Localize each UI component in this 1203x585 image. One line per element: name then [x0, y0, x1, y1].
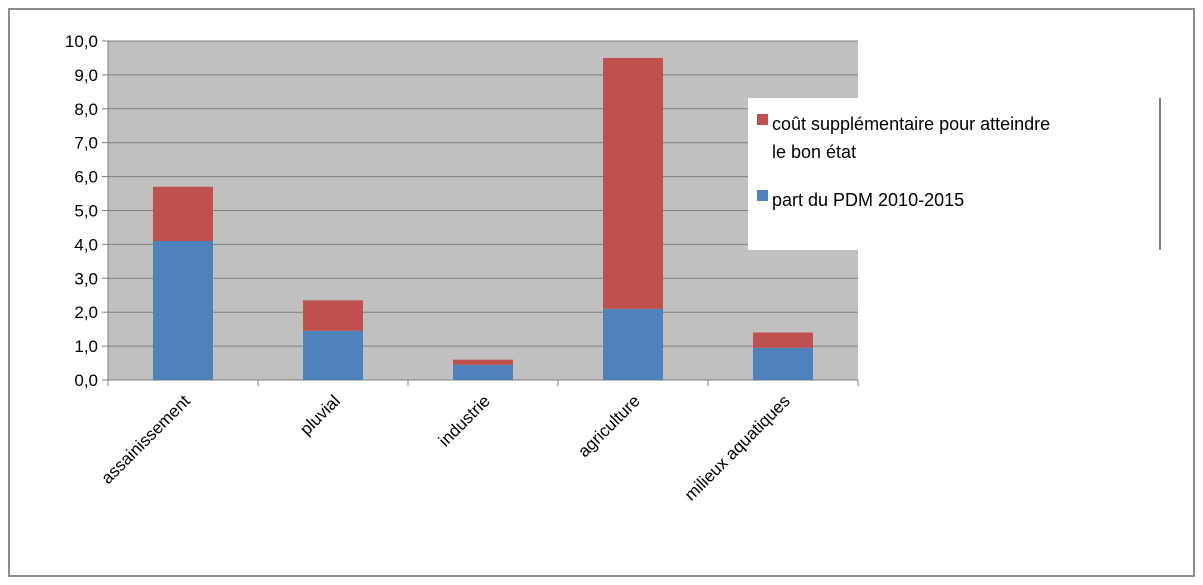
y-tick-label: 6,0 [74, 168, 98, 187]
x-category-label: agriculture [574, 391, 644, 461]
x-category-label: industrie [435, 391, 494, 450]
bar-pdm-1 [303, 330, 363, 380]
legend-box [748, 98, 1160, 250]
legend-label: coût supplémentaire pour atteindre [772, 114, 1050, 134]
bar-cout-1 [303, 300, 363, 331]
y-tick-label: 4,0 [74, 235, 98, 254]
bar-cout-2 [453, 359, 513, 365]
bar-pdm-4 [753, 347, 813, 380]
y-tick-label: 8,0 [74, 100, 98, 119]
y-tick-label: 2,0 [74, 303, 98, 322]
y-tick-label: 1,0 [74, 337, 98, 356]
x-category-label: milieux aquatiques [681, 391, 794, 504]
bar-pdm-3 [603, 308, 663, 380]
y-tick-label: 10,0 [65, 32, 98, 51]
bar-pdm-2 [453, 364, 513, 380]
bar-cout-3 [603, 57, 663, 309]
y-tick-label: 9,0 [74, 66, 98, 85]
x-category-label: assainissement [98, 391, 194, 487]
y-tick-label: 5,0 [74, 202, 98, 221]
bar-cout-4 [753, 332, 813, 348]
bar-pdm-0 [153, 241, 213, 380]
y-tick-label: 0,0 [74, 371, 98, 390]
legend-swatch-0 [757, 114, 768, 125]
y-tick-label: 7,0 [74, 134, 98, 153]
y-tick-label: 3,0 [74, 269, 98, 288]
legend-label: le bon état [772, 142, 856, 162]
legend-swatch-1 [757, 190, 768, 201]
bar-cout-0 [153, 186, 213, 242]
x-category-label: pluvial [296, 391, 344, 439]
legend-label: part du PDM 2010-2015 [772, 190, 964, 210]
